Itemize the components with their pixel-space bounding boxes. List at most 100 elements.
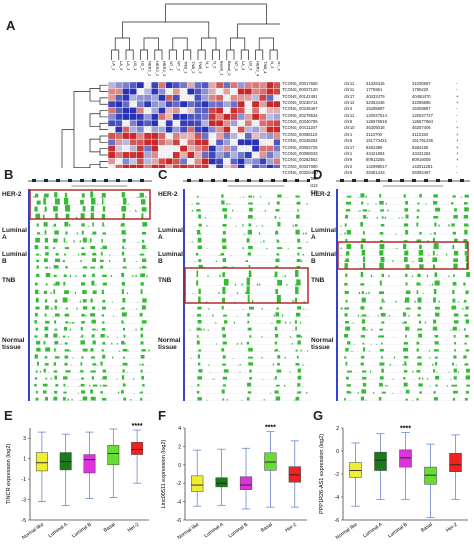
signal-peak [35, 397, 39, 401]
signal-peak [196, 229, 201, 235]
row-start: 32363446 [366, 100, 385, 106]
signal-noise [219, 274, 221, 277]
signal-peak [139, 192, 144, 198]
signal-peak [344, 333, 349, 338]
signal-peak [44, 333, 48, 338]
signal-peak [100, 333, 105, 338]
signal-noise [97, 203, 99, 205]
track-labels-b: HER-2 Luminal A Luminal B TNB Normal tissue [1, 177, 29, 403]
signal-noise [398, 217, 400, 219]
heatmap-cell [208, 164, 217, 168]
heatmap-cell [136, 119, 145, 127]
signal-peak [274, 376, 277, 380]
signal-noise [112, 315, 115, 317]
signal-peak [64, 290, 69, 294]
signal-peak [405, 264, 410, 269]
signal-peak [55, 383, 59, 387]
signal-peak [345, 326, 351, 331]
signal-noise [63, 261, 65, 262]
signal-peak [102, 206, 106, 212]
signal-noise [300, 335, 303, 338]
signal-noise [432, 260, 434, 262]
heatmap-cell [114, 126, 123, 133]
heatmap-cell [129, 151, 137, 159]
signal-noise [191, 241, 193, 243]
signal-noise [448, 371, 450, 373]
signal-noise [76, 216, 78, 219]
signal-peak [434, 306, 440, 310]
signal-peak [295, 195, 300, 198]
signal-peak [101, 213, 106, 219]
signal-peak [44, 266, 49, 269]
heatmap-cell [172, 113, 181, 121]
signal-peak [53, 333, 58, 338]
heatmap-cell [273, 145, 280, 153]
signal-peak [197, 397, 202, 401]
signal-peak [141, 376, 145, 380]
heatmap-cell [244, 132, 253, 140]
signal-noise [259, 196, 262, 198]
heatmap-cell [230, 119, 238, 127]
ruler-tick [235, 179, 239, 182]
signal-peak [37, 361, 40, 366]
signal-noise [196, 315, 198, 317]
signal-peak [464, 363, 469, 366]
signal-noise [385, 384, 387, 387]
signal-peak [82, 396, 88, 401]
heatmap-cell [114, 88, 123, 95]
signal-peak [248, 223, 252, 227]
signal-peak [141, 213, 144, 219]
heatmap-cell [222, 145, 231, 153]
signal-noise [278, 240, 280, 243]
signal-noise [97, 364, 99, 366]
signal-peak [101, 397, 107, 401]
heatmap-cell [136, 107, 145, 114]
signal-noise [92, 210, 94, 212]
signal-noise [148, 349, 150, 352]
signal-peak [381, 273, 385, 277]
signal-noise [207, 275, 209, 277]
signal-noise [126, 292, 129, 294]
track-group-label: HER-2 [311, 191, 331, 198]
signal-noise [296, 392, 298, 394]
y-tick-label: 0 [336, 449, 339, 455]
signal-peak [92, 290, 97, 294]
signal-noise [357, 392, 359, 394]
heatmap-cell [273, 119, 280, 127]
signal-noise [95, 254, 97, 256]
col-dendrogram-branch [226, 49, 235, 60]
signal-noise [200, 328, 203, 331]
signal-peak [141, 305, 146, 310]
heatmap-cell [222, 132, 231, 140]
heatmap-cell [150, 145, 159, 153]
signal-noise [273, 314, 275, 317]
signal-peak [276, 307, 279, 310]
heatmap-cell [237, 81, 246, 89]
y-tick-label: -2 [177, 481, 182, 487]
signal-peak [196, 390, 200, 394]
signal-peak [419, 320, 422, 324]
signal-noise [407, 357, 409, 359]
box [288, 466, 301, 483]
signal-noise [52, 315, 55, 317]
col-dendrogram-branch [237, 23, 280, 38]
signal-noise [402, 364, 404, 366]
heatmap-cell [237, 107, 246, 114]
heatmap-cell [208, 88, 217, 95]
signal-noise [135, 209, 137, 212]
signal-peak [90, 266, 96, 269]
signal-peak [222, 208, 227, 212]
signal-peak [379, 262, 384, 269]
signal-peak [122, 266, 127, 269]
x-category-label: Luminal B [71, 521, 93, 539]
signal-noise [306, 203, 308, 205]
signal-peak [378, 397, 382, 401]
box [399, 449, 412, 468]
x-category-label: Luminal A [362, 521, 384, 539]
heatmap-cell [107, 94, 116, 102]
heatmap-cell [107, 132, 116, 140]
signal-peak [451, 305, 457, 310]
signal-noise [268, 202, 270, 205]
heatmap-cell [129, 132, 137, 140]
signal-noise [138, 196, 140, 198]
